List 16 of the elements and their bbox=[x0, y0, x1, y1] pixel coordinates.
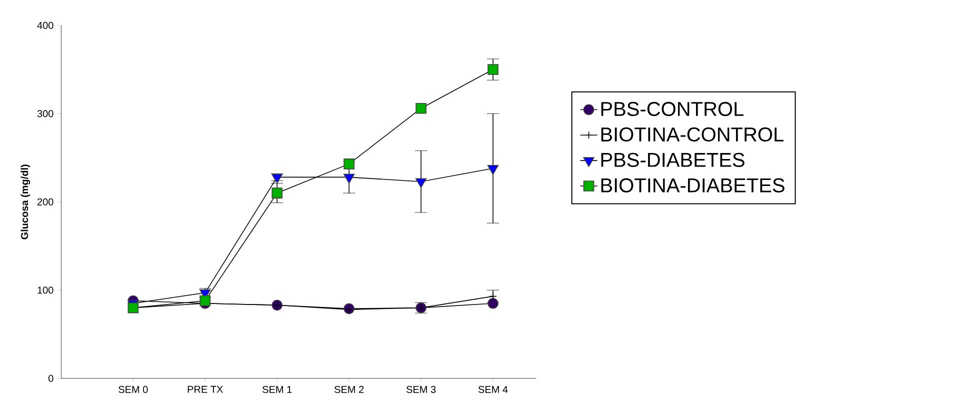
legend-label: BIOTINA-CONTROL bbox=[601, 127, 784, 142]
y-tick-label: 0 bbox=[48, 374, 54, 382]
x-tick-label: PRE TX bbox=[188, 386, 223, 393]
y-tick-label: 200 bbox=[37, 198, 54, 206]
x-tick-label: SEM 1 bbox=[262, 386, 292, 393]
x-tick-label: SEM 2 bbox=[334, 386, 364, 393]
legend-label: PBS-DIABETES bbox=[601, 152, 744, 167]
x-tick-label: SEM 0 bbox=[118, 386, 148, 393]
legend-label: BIOTINA-DIABETES bbox=[601, 178, 784, 192]
y-tick-label: 100 bbox=[38, 286, 54, 294]
legend-label: PBS-CONTROL bbox=[601, 102, 744, 116]
y-tick-label: 400 bbox=[37, 22, 54, 29]
y-tick-label: 300 bbox=[37, 110, 54, 118]
x-tick-label: SEM 4 bbox=[478, 386, 508, 393]
y-axis-title: Glucosa (mg/dl) bbox=[20, 164, 30, 240]
x-tick-label: SEM 3 bbox=[406, 386, 436, 393]
